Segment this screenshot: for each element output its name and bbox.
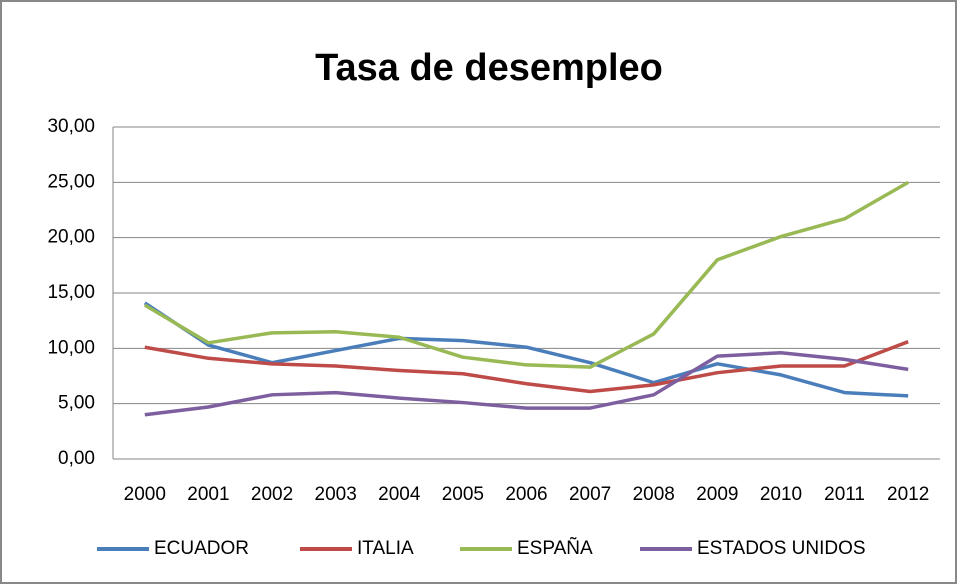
y-tick-label: 25,00 (47, 171, 95, 192)
series-line (143, 180, 910, 369)
y-tick-label: 20,00 (47, 227, 95, 248)
y-tick-label: 0,00 (58, 448, 95, 469)
y-tick-label: 30,00 (47, 116, 95, 137)
legend-label: ESPAÑA (517, 537, 593, 559)
x-tick-label: 2001 (187, 484, 229, 505)
series-line (144, 351, 909, 417)
x-tick-label: 2003 (315, 484, 357, 505)
x-tick-label: 2005 (442, 484, 484, 505)
series-line (144, 340, 909, 394)
chart-title: Tasa de desempleo (315, 47, 663, 89)
y-tick-label: 10,00 (47, 337, 95, 358)
x-tick-label: 2011 (824, 484, 865, 505)
x-tick-label: 2009 (696, 484, 738, 505)
x-tick-label: 2010 (760, 484, 802, 505)
x-tick-label: 2008 (633, 484, 675, 505)
legend-label: ECUADOR (154, 538, 249, 559)
x-tick-label: 2000 (124, 484, 166, 505)
x-tick-label: 2004 (378, 484, 421, 505)
x-tick-label: 2007 (569, 484, 611, 505)
x-tick-label: 2006 (505, 484, 547, 505)
legend-label: ESTADOS UNIDOS (697, 538, 866, 559)
y-tick-label: 5,00 (58, 393, 95, 414)
x-tick-label: 2002 (251, 484, 293, 505)
y-tick-label: 15,00 (47, 282, 95, 303)
legend-label: ITALIA (357, 538, 414, 559)
x-tick-label: 2012 (887, 484, 929, 505)
